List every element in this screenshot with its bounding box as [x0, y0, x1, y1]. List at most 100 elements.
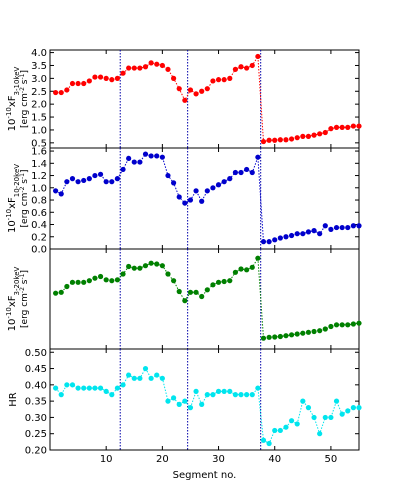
- panel-4-data-point: [142, 365, 149, 372]
- panel-4-data-point: [272, 427, 278, 434]
- panel-1-data-point: [221, 77, 227, 83]
- panel-2-ytick-label: 0.2: [31, 232, 47, 243]
- panel-1-data-point: [215, 77, 222, 83]
- panel-4-data-point: [193, 388, 199, 394]
- panel-1-data-point: [103, 75, 109, 81]
- xtick-label: 10: [100, 454, 113, 465]
- panel-3-data-point: [199, 293, 205, 300]
- panel-2-data-point: [142, 151, 149, 157]
- panel-3-data-point: [126, 263, 132, 270]
- panel-4-data-point: [126, 372, 132, 378]
- panel-1-data-point: [109, 77, 115, 83]
- xtick-label: 50: [325, 454, 338, 465]
- panel-4-data-point: [244, 392, 250, 398]
- panel-3-data-point: [266, 334, 272, 340]
- panel-3-data-point: [182, 298, 188, 304]
- panel-1-data-point: [86, 78, 92, 84]
- panel-4-ytick-label: 0.40: [25, 380, 47, 391]
- panel-4-data-point: [345, 408, 351, 414]
- panel-1-data-point: [53, 89, 59, 96]
- panel-2-ytick-label: 1.4: [31, 159, 47, 170]
- panel-2-ytick-label: 0.8: [31, 196, 47, 207]
- panel-2-data-point: [317, 231, 323, 237]
- panel-1-data-point: [193, 91, 199, 97]
- panel-1-data-point: [288, 136, 295, 142]
- panel-1-data-point: [322, 129, 328, 136]
- panel-4-data-point: [199, 401, 205, 407]
- panel-4-data-point: [103, 388, 109, 394]
- panel-3-data-point: [333, 322, 340, 328]
- panel-1-ytick-label: 4.0: [31, 48, 47, 59]
- panel-1-data-point: [204, 86, 210, 92]
- panel-3-data-point: [215, 279, 222, 285]
- panel-2-data-point: [193, 188, 199, 194]
- panel-3-data-point: [210, 282, 216, 288]
- panel-3-data-point: [58, 289, 64, 295]
- panel-4-ytick-label: 0.35: [25, 397, 47, 408]
- panel-4-data-point: [317, 431, 323, 437]
- panel-2-data-point: [356, 223, 362, 229]
- panel-4-data-point: [339, 411, 345, 417]
- panel-3-data-point: [221, 278, 227, 285]
- panel-4-data-point: [120, 382, 126, 388]
- panel-1-data-point: [182, 97, 188, 103]
- panel-4-data-point: [333, 398, 340, 404]
- panel-2-ytick-label: 1.2: [31, 171, 47, 182]
- panel-1-data-point: [277, 137, 283, 143]
- panel-1-data-point: [171, 75, 177, 81]
- panel-3-data-point: [204, 287, 210, 293]
- panel-4-data-point: [283, 424, 289, 430]
- panel-1-data-point: [69, 80, 76, 87]
- panel-2-data-point: [260, 239, 267, 245]
- panel-1-data-point: [148, 60, 154, 66]
- panel-4-data-point: [210, 392, 216, 398]
- panel-1-data-point: [75, 80, 81, 87]
- panel-2-data-point: [215, 182, 222, 188]
- panel-2-data-point: [159, 154, 165, 160]
- panel-4-data-point: [92, 385, 98, 391]
- panel-4-data-point: [75, 385, 81, 391]
- panel-2-data-point: [137, 159, 143, 165]
- panel-3-data-point: [232, 269, 238, 275]
- panel-1-data-point: [97, 74, 104, 80]
- panel-2-data-point: [277, 235, 283, 241]
- panel-4-data-point: [53, 385, 59, 391]
- panel-3-data-point: [171, 278, 177, 284]
- panel-1-data-point: [137, 65, 143, 71]
- panel-3-data-point: [131, 265, 137, 271]
- panel-3-data-point: [350, 321, 356, 327]
- panel-2-data-point: [238, 169, 244, 176]
- panel-3-data-point: [255, 255, 261, 261]
- panel-2-data-point: [210, 185, 216, 191]
- panel-2-data-point: [187, 197, 194, 203]
- panel-3-data-point: [339, 322, 345, 328]
- panel-3-data-point: [305, 329, 312, 335]
- panel-2-data-point: [92, 172, 98, 179]
- panel-1-data-point: [159, 62, 165, 69]
- panel-2-data-point: [339, 224, 345, 231]
- panel-1-data-point: [176, 86, 182, 92]
- panel-3-data-point: [187, 289, 194, 295]
- panel-3-series-line: [55, 256, 360, 339]
- panel-1-data-point: [260, 138, 267, 145]
- panel-4-ytick-label: 0.45: [25, 364, 47, 375]
- panel-3-data-point: [120, 271, 126, 277]
- panel-2-data-point: [154, 153, 160, 159]
- panel-1-data-point: [244, 65, 250, 71]
- panel-1-data-point: [199, 88, 205, 94]
- panel-1-data-point: [92, 74, 98, 80]
- panel-1-ytick-label: 2.5: [31, 87, 47, 98]
- panel-3-yunits: [erg cm-2 s-1]: [19, 270, 31, 328]
- panel-4-data-point: [266, 440, 272, 447]
- panel-1-data-point: [154, 61, 160, 67]
- panel-1-ytick-label: 3.5: [31, 61, 47, 72]
- panel-4-data-point: [232, 392, 238, 398]
- panel-2-data-point: [182, 200, 188, 206]
- panel-1-ylabel: 10-10xF3-10keV: [5, 66, 21, 131]
- panel-4-data-point: [81, 385, 87, 391]
- panel-4-data-point: [97, 385, 104, 391]
- panel-2-data-point: [322, 223, 328, 229]
- panel-4-ytick-label: 0.30: [25, 413, 47, 424]
- panel-2-data-point: [165, 172, 171, 179]
